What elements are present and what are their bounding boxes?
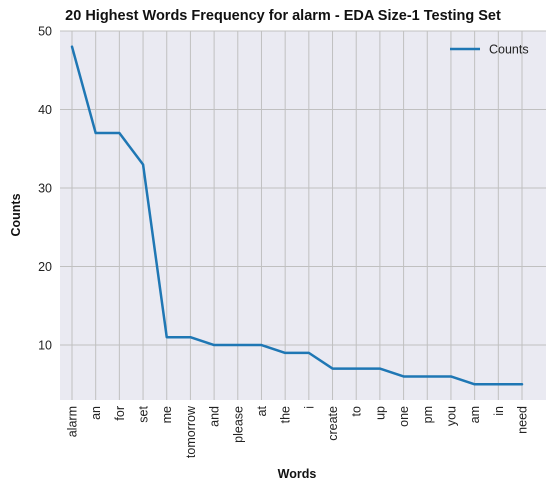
y-tick-label: 40 <box>38 103 52 117</box>
x-tick-label: up <box>373 406 387 420</box>
x-tick-label: me <box>160 406 174 423</box>
x-tick-label: please <box>231 406 245 443</box>
x-tick-label: tomorrow <box>184 405 198 458</box>
legend: Counts <box>450 43 529 57</box>
y-axis-ticks: 10 20 30 40 50 <box>38 25 52 353</box>
legend-label-counts: Counts <box>489 43 529 57</box>
x-tick-label: in <box>492 406 506 416</box>
x-tick-label: i <box>302 406 316 409</box>
x-tick-label: the <box>279 406 293 423</box>
x-tick-label: and <box>208 406 222 427</box>
x-tick-label: alarm <box>66 406 80 437</box>
x-tick-label: you <box>444 406 458 426</box>
x-tick-label: an <box>89 406 103 420</box>
x-tick-label: one <box>397 406 411 427</box>
y-tick-label: 50 <box>38 25 52 39</box>
series-layer <box>70 45 524 386</box>
x-tick-label: for <box>113 406 127 421</box>
y-tick-label: 30 <box>38 182 52 196</box>
series-line-counts <box>70 45 524 386</box>
y-tick-label: 10 <box>38 339 52 353</box>
x-tick-label: at <box>255 405 269 416</box>
chart-title: 20 Highest Words Frequency for alarm - E… <box>65 8 501 24</box>
x-tick-label: need <box>516 406 530 434</box>
y-tick-label: 20 <box>38 260 52 274</box>
x-axis-ticks: alarm an for set me tomorrow and please at the i cr… <box>66 405 530 458</box>
x-tick-label: to <box>350 406 364 416</box>
x-tick-label: set <box>137 405 151 422</box>
x-axis-label: Words <box>278 467 317 481</box>
x-tick-label: create <box>326 406 340 441</box>
plot-area <box>60 31 546 400</box>
x-tick-label: am <box>468 406 482 423</box>
y-axis-label: Counts <box>9 193 23 236</box>
x-tick-label: pm <box>421 406 435 423</box>
